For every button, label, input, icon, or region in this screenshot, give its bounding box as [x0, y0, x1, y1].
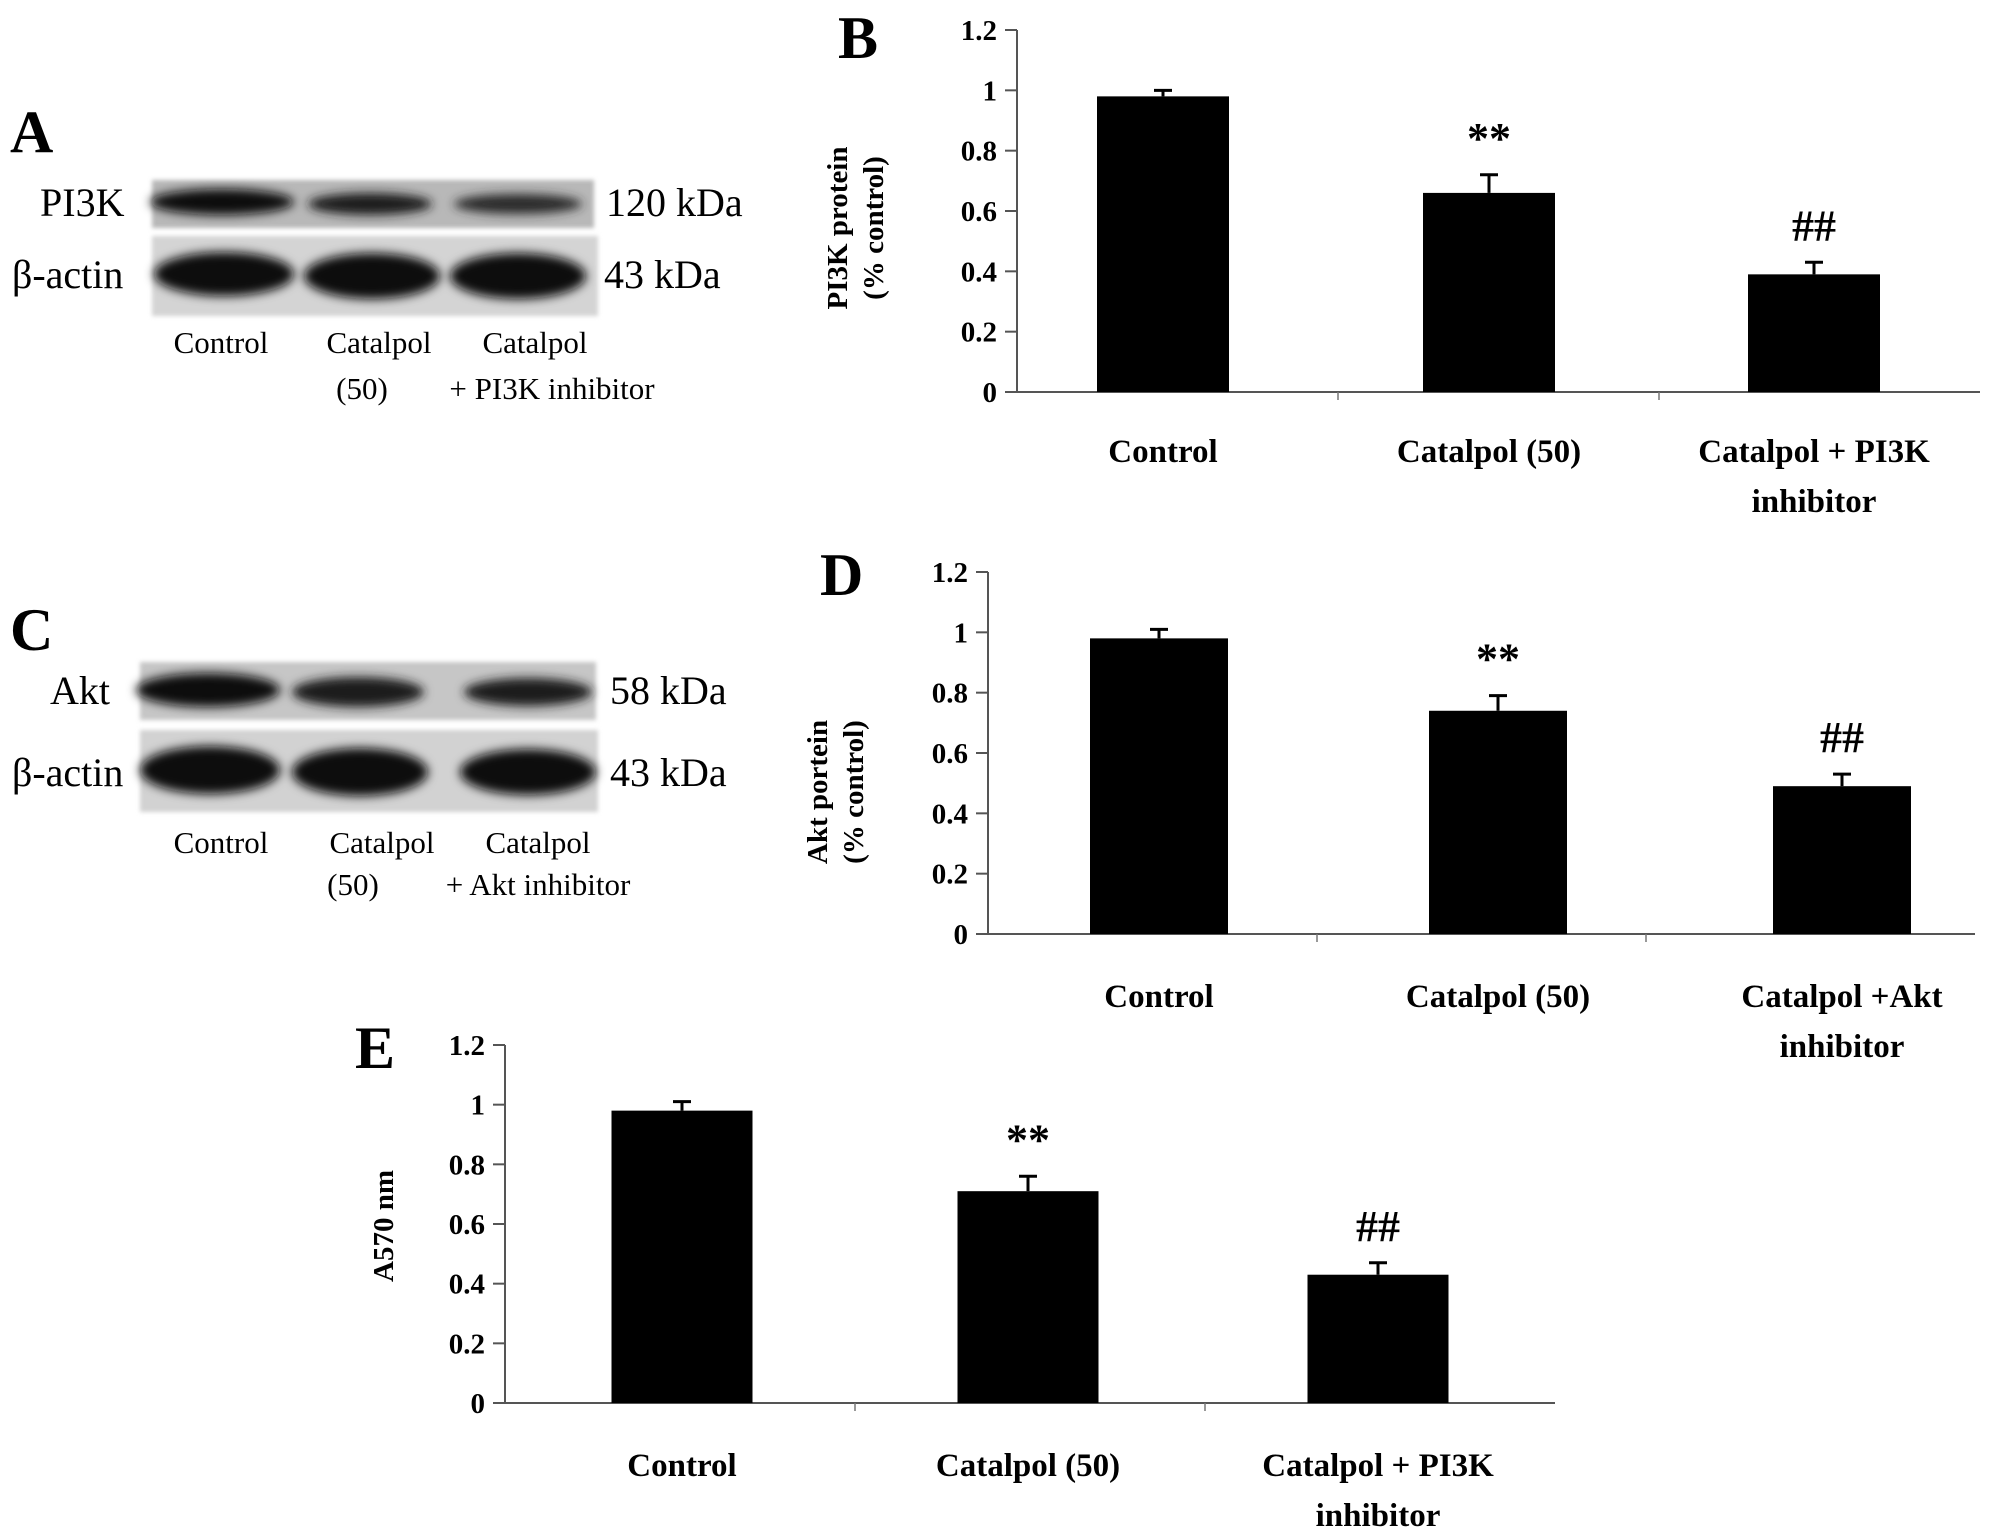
blot-row-label-pi3k: PI3K	[40, 180, 125, 225]
chart-e-category-label: Catalpol + PI3K	[1262, 1448, 1494, 1484]
lane-label-c-control: Control	[174, 825, 269, 860]
band-akt-control	[136, 673, 280, 707]
chart-e-y-tick-label: 0.6	[449, 1209, 485, 1241]
band-actin-c-catalpol	[292, 748, 428, 796]
chart-e-bar	[1307, 1274, 1449, 1403]
chart-e-bar	[957, 1191, 1099, 1403]
blot-row-label-actin-a: β-actin	[12, 252, 123, 297]
chart-d-y-axis-label: Akt portein	[802, 720, 834, 864]
band-akt-catalpol	[292, 677, 424, 707]
chart-b-y-axis-label: (% control)	[858, 156, 890, 300]
band-actin-a-control	[154, 252, 294, 296]
band-group-pi3k	[150, 189, 582, 215]
lane-label-c-catalpol-dose: (50)	[327, 867, 379, 902]
chart-e-panel-letter: E	[355, 1015, 395, 1081]
band-akt-inhibitor	[464, 678, 592, 706]
chart-e-y-tick-label: 0.8	[449, 1149, 485, 1181]
chart-b-y-tick-label: 0.4	[961, 256, 997, 288]
chart-d-category-label: Catalpol (50)	[1406, 979, 1590, 1015]
panel-letter-a: A	[10, 99, 53, 165]
band-actin-c-inhibitor	[460, 749, 596, 795]
chart-e-significance-label: ##	[1356, 1202, 1400, 1251]
chart-d-significance-label: ##	[1820, 713, 1864, 762]
chart-b-significance-label: ##	[1792, 201, 1836, 250]
chart-e-category-label: inhibitor	[1316, 1498, 1441, 1533]
chart-e-y-tick-label: 0.4	[449, 1269, 485, 1301]
chart-b-category-label: inhibitor	[1752, 484, 1877, 520]
band-pi3k-catalpol	[308, 193, 432, 215]
chart-d-y-tick-label: 0	[954, 919, 969, 951]
chart-d-bar	[1429, 710, 1567, 934]
band-group-akt	[136, 673, 592, 707]
bar-chart-e: E 0 0.2 0.4 0.6 0.8 1 1.2 Control ** Catalpol (50)…	[355, 1015, 1555, 1533]
chart-b-category-label: Catalpol + PI3K	[1698, 434, 1930, 470]
band-actin-a-catalpol	[304, 253, 440, 299]
chart-b-bar	[1423, 192, 1555, 392]
chart-b-significance-label: **	[1467, 114, 1511, 163]
chart-d-y-tick-label: 1.2	[932, 557, 968, 589]
lane-label-c-inhibitor-2: + Akt inhibitor	[446, 867, 631, 902]
chart-d-y-tick-label: 0.8	[932, 678, 968, 710]
chart-d-y-tick-label: 1	[954, 617, 969, 649]
chart-b-category-label: Control	[1108, 434, 1217, 470]
blot-panel-a: A PI3K 120 kDa β-actin 43 kDa Control Ca…	[10, 99, 743, 406]
chart-d-y-tick-label: 0.2	[932, 859, 968, 891]
blot-row-size-actin-a: 43 kDa	[604, 252, 721, 297]
chart-e-y-tick-label: 0.2	[449, 1328, 485, 1360]
blot-row-size-actin-c: 43 kDa	[610, 750, 727, 795]
chart-b-category-label: Catalpol (50)	[1397, 434, 1581, 470]
band-group-actin-a	[154, 252, 586, 299]
chart-e-bar	[611, 1110, 753, 1403]
panel-letter-c: C	[10, 597, 53, 663]
chart-b-y-tick-label: 0.2	[961, 317, 997, 349]
chart-b-panel-letter: B	[838, 5, 878, 71]
chart-e-category-label: Control	[627, 1448, 736, 1484]
chart-b-y-tick-label: 1	[983, 75, 998, 107]
lane-label-c-inhibitor: Catalpol	[485, 825, 590, 860]
chart-e-category-label: Catalpol (50)	[936, 1448, 1120, 1484]
chart-d-y-tick-label: 0.6	[932, 738, 968, 770]
chart-e-y-tick-label: 1.2	[449, 1030, 485, 1062]
chart-d-panel-letter: D	[820, 542, 863, 608]
chart-d-category-label: Catalpol +Akt	[1741, 979, 1942, 1015]
chart-d-category-label: inhibitor	[1780, 1029, 1905, 1065]
band-pi3k-control	[150, 189, 294, 215]
blot-row-label-actin-c: β-actin	[12, 750, 123, 795]
bar-chart-b: B 0 0.2 0.4 0.6 0.8 1 1.2 Control ** Catalpol (50)…	[822, 5, 1980, 520]
blot-row-label-akt: Akt	[50, 668, 110, 713]
chart-b-y-tick-label: 0.6	[961, 196, 997, 228]
chart-b-bar	[1748, 274, 1880, 392]
chart-e-y-tick-label: 0	[471, 1388, 486, 1420]
chart-b-bar	[1097, 96, 1229, 392]
chart-d-significance-label: **	[1476, 635, 1520, 684]
blot-panel-c: C Akt 58 kDa β-actin 43 kDa Control Cata…	[10, 597, 727, 902]
lane-label-a-control: Control	[174, 325, 269, 360]
chart-d-bar	[1773, 786, 1911, 934]
chart-d-bar	[1090, 638, 1228, 934]
blot-row-size-pi3k: 120 kDa	[606, 180, 743, 225]
lane-label-a-inhibitor: Catalpol	[482, 325, 587, 360]
lane-label-c-catalpol: Catalpol	[329, 825, 434, 860]
lane-label-a-catalpol: Catalpol	[326, 325, 431, 360]
band-actin-a-inhibitor	[450, 253, 586, 299]
band-actin-c-control	[140, 746, 280, 794]
blot-row-size-akt: 58 kDa	[610, 668, 727, 713]
chart-b-y-tick-label: 1.2	[961, 15, 997, 47]
chart-b-y-axis-label: PI3K protein	[822, 147, 854, 310]
chart-d-y-tick-label: 0.4	[932, 798, 968, 830]
chart-d-y-axis-label: (% control)	[838, 720, 870, 864]
band-pi3k-inhibitor	[454, 194, 582, 214]
lane-label-a-inhibitor-2: + PI3K inhibitor	[449, 371, 655, 406]
bar-chart-d: D 0 0.2 0.4 0.6 0.8 1 1.2 Control ** Catalpol (50)…	[802, 542, 1975, 1065]
chart-b-y-tick-label: 0	[983, 377, 998, 409]
lane-label-a-catalpol-dose: (50)	[336, 371, 388, 406]
band-group-actin-c	[140, 746, 596, 796]
chart-e-y-tick-label: 1	[471, 1090, 486, 1122]
chart-e-y-axis-label: A570 nm	[368, 1170, 400, 1282]
chart-d-category-label: Control	[1104, 979, 1213, 1015]
chart-b-y-tick-label: 0.8	[961, 136, 997, 168]
chart-e-significance-label: **	[1006, 1115, 1050, 1164]
